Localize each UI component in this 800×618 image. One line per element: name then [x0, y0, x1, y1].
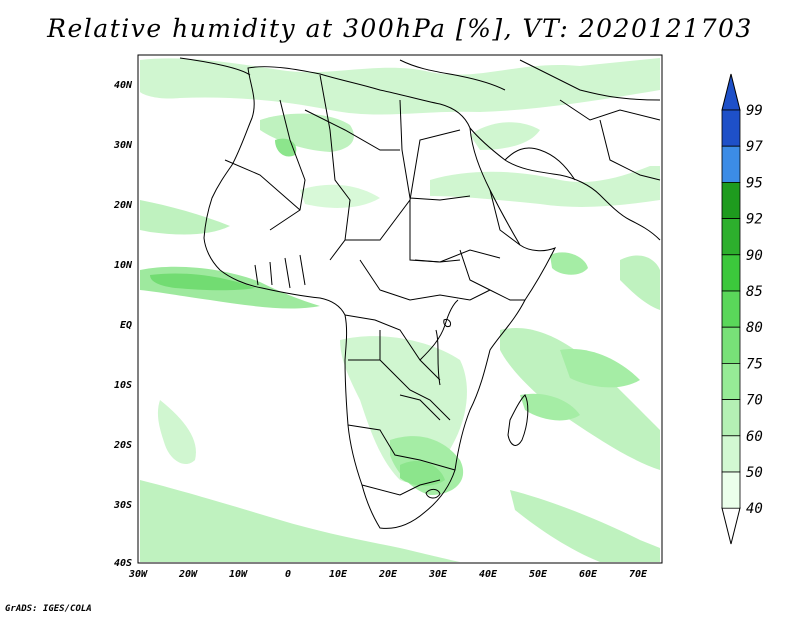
colorbar-cell [721, 109, 741, 147]
lon-label-20W: 20W [178, 569, 198, 580]
lat-label-30N: 30N [113, 140, 133, 151]
lat-label-10S: 10S [114, 380, 132, 391]
colorbar-level-label: 75 [746, 356, 763, 372]
lat-label-20N: 20N [113, 200, 133, 211]
colorbar-cell [721, 435, 741, 473]
colorbar-cell [721, 254, 741, 292]
lon-label-40E: 40E [479, 569, 498, 580]
colorbar-level-label: 85 [746, 284, 763, 300]
colorbar-level-label: 92 [746, 212, 763, 228]
lat-label-20S: 20S [113, 440, 132, 451]
lat-axis-labels: 40N 30N 20N 10N EQ 10S 20S 30S 40S [113, 80, 133, 569]
lat-label-30S: 30S [113, 500, 132, 511]
lon-label-10E: 10E [329, 569, 348, 580]
colorbar-cell [721, 290, 741, 328]
lon-label-70E: 70E [629, 569, 648, 580]
colorbar-cell [721, 181, 741, 219]
colorbar-bottom-arrow [721, 507, 741, 545]
colorbar-level-label: 97 [746, 139, 763, 155]
lon-label-50E: 50E [529, 569, 548, 580]
grads-credit: GrADS: IGES/COLA [5, 604, 92, 614]
colorbar-level-label: 80 [746, 320, 763, 336]
lon-label-30W: 30W [128, 569, 148, 580]
lat-label-40N: 40N [114, 80, 133, 91]
lon-label-0: 0 [285, 569, 291, 580]
map-frame [137, 54, 663, 564]
colorbar-level-label: 60 [746, 429, 763, 445]
lon-label-60E: 60E [579, 569, 598, 580]
humidity-shading [140, 58, 660, 562]
colorbar-level-label: 99 [746, 103, 763, 119]
lat-label-40S: 40S [114, 558, 132, 569]
colorbar-level-label: 50 [746, 465, 763, 481]
colorbar-cell [721, 362, 741, 400]
lat-label-EQ: EQ [120, 320, 132, 331]
lat-label-10N: 10N [114, 260, 133, 271]
lon-label-20E: 20E [378, 569, 398, 580]
coastlines-borders [179, 57, 661, 529]
colorbar-cell [721, 471, 741, 509]
colorbar-level-label: 40 [746, 501, 763, 517]
colorbar-level-label: 70 [746, 393, 763, 409]
colorbar-cell [721, 399, 741, 437]
lon-axis-labels: 30W 20W 10W 0 10E 20E 30E 40E 50E 60E 70… [128, 569, 648, 580]
colorbar-cell [721, 145, 741, 183]
colorbar-cell [721, 218, 741, 256]
colorbar-cell [721, 326, 741, 364]
colorbar-level-label: 95 [746, 175, 763, 191]
lon-label-10W: 10W [229, 569, 248, 580]
lon-label-30E: 30E [428, 569, 448, 580]
colorbar-level-label: 90 [746, 248, 763, 264]
colorbar-top-arrow [721, 73, 741, 111]
colorbar: 99 97 95 92 90 85 80 75 70 60 50 40 [721, 73, 763, 545]
map-title: Relative humidity at 300hPa [%], VT: 202… [47, 14, 753, 43]
